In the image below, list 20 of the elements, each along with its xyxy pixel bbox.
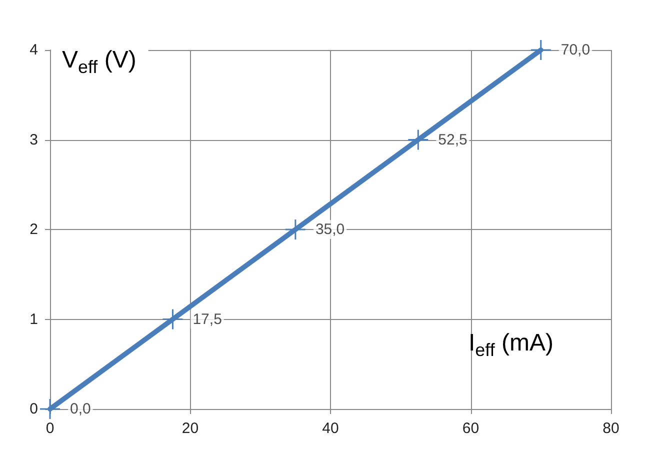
annotation: 0,0 (70, 400, 91, 418)
point (530, 39, 552, 61)
point (162, 308, 184, 330)
x-tick-label: 80 (602, 420, 620, 437)
x-tick-label: 20 (182, 420, 199, 437)
annotation: 35,0 (315, 221, 345, 238)
x-tick-label: 40 (322, 420, 339, 437)
annotation: 70,0 (560, 42, 590, 58)
point (284, 218, 306, 240)
y-tick-label: 2 (30, 221, 38, 238)
annotation: 17,5 (192, 310, 222, 328)
y-tick-label: 1 (30, 310, 38, 328)
point (39, 398, 61, 420)
point (407, 129, 429, 150)
x-tick-label: 60 (462, 420, 480, 437)
y-tick-label: 0 (30, 400, 38, 418)
annotation: 52,5 (438, 131, 468, 148)
y-tick-label: 4 (30, 42, 38, 58)
y-tick-label: 3 (30, 131, 38, 148)
x-tick-label: 0 (46, 420, 54, 437)
